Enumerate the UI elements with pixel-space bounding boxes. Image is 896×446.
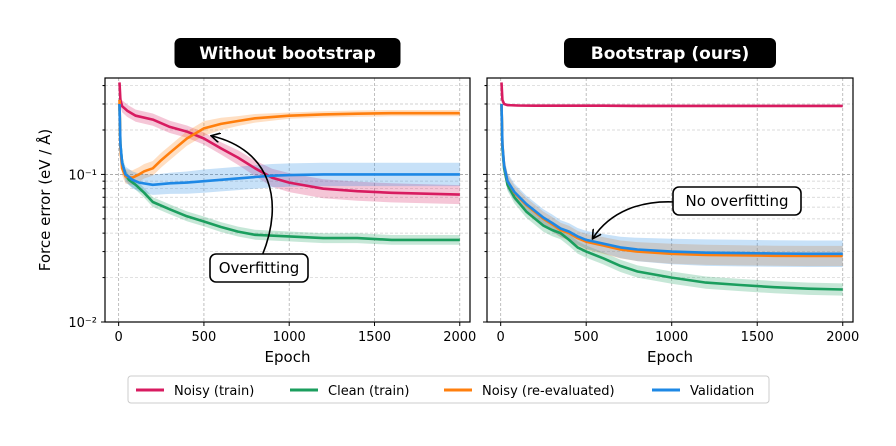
legend-label-clean-train: Clean (train) [328, 384, 409, 399]
panel-bootstrap: 0 500 1000 1500 2000 Epoch Bootstrap (ours) [483, 38, 859, 366]
no-overfitting-arrow [593, 201, 677, 238]
series-line-clean-train- [500, 103, 843, 291]
x-tick-label: 1500 [358, 330, 391, 345]
y-axis-label: Force error (eV / Å) [35, 129, 54, 271]
legend-label-noisy-train: Noisy (train) [174, 384, 254, 399]
series-line-validation [118, 103, 460, 187]
legend-label-noisy-reevaluated: Noisy (re-evaluated) [482, 384, 615, 399]
plot-area [500, 81, 843, 296]
series-line-validation [500, 103, 843, 256]
overfitting-box [209, 253, 309, 283]
plot-area [118, 78, 460, 245]
annotation-no-overfitting: No overfitting [593, 186, 802, 238]
x-tick-label: 2000 [826, 330, 859, 345]
overfitting-arrow [212, 136, 274, 257]
no-overfitting-box [672, 186, 802, 216]
chart-title: Without bootstrap [199, 44, 376, 64]
overfitting-label: Overfitting [219, 259, 300, 277]
title-badge [564, 38, 776, 68]
x-tick-label: 1000 [273, 330, 306, 345]
x-tick-label: 1000 [655, 330, 688, 345]
band-clean-train- [501, 97, 843, 296]
legend-label-validation: Validation [690, 384, 754, 399]
band-validation [501, 95, 843, 267]
y-tick-label: 10⁻¹ [68, 168, 97, 183]
y-tick-label: 10⁻² [68, 316, 97, 331]
band-noisy-re-evaluated- [501, 96, 843, 267]
title-badge [174, 38, 401, 68]
x-tick-label: 0 [115, 330, 123, 345]
x-tick-label: 1500 [741, 330, 774, 345]
band-noisy-train- [119, 78, 460, 205]
x-axis-label: Epoch [265, 348, 311, 366]
chart-title: Bootstrap (ours) [591, 44, 749, 64]
x-axis-label: Epoch [647, 348, 693, 366]
series-line-noisy-train- [500, 82, 843, 108]
x-tick-label: 0 [497, 330, 505, 345]
band-noisy-re-evaluated- [119, 92, 460, 185]
x-tick-label: 500 [192, 330, 217, 345]
panel-without-bootstrap: 0 500 1000 1500 2000 10⁻¹ 10⁻² Epoch Force error… [35, 38, 476, 366]
axes-frame [104, 77, 471, 323]
series-line-noisy-train- [118, 82, 460, 196]
legend: Noisy (train) Clean (train) Noisy (re-ev… [127, 375, 770, 404]
x-tick-label: 500 [574, 330, 599, 345]
x-tick-label: 2000 [443, 330, 476, 345]
band-validation [119, 96, 460, 195]
axes-frame [486, 77, 854, 323]
annotation-overfitting: Overfitting [209, 136, 309, 283]
no-overfitting-label: No overfitting [685, 192, 788, 210]
